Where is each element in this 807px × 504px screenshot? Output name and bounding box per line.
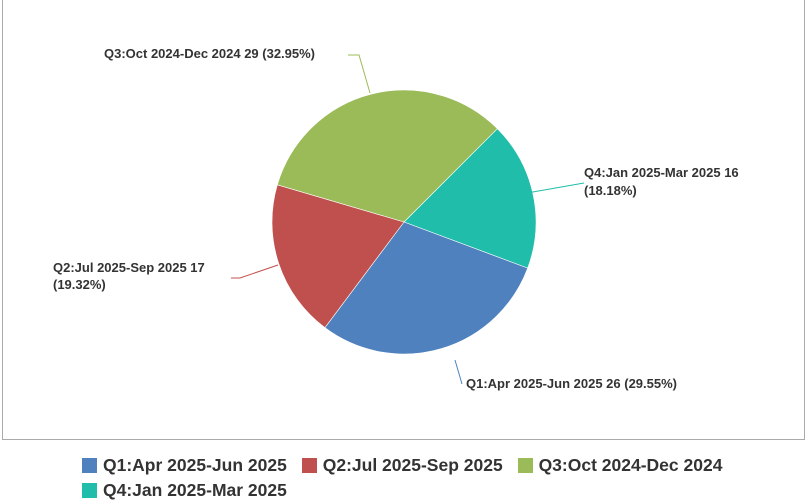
legend-item-q2[interactable]: Q2:Jul 2025-Sep 2025 xyxy=(301,454,503,477)
leader-line xyxy=(454,359,463,385)
legend-swatch xyxy=(82,483,97,498)
legend-swatch xyxy=(301,458,317,473)
slice-label-q4: Q4:Jan 2025-Mar 2025 16 xyxy=(584,165,739,180)
leader-line xyxy=(348,54,371,94)
legend-label: Q1:Apr 2025-Jun 2025 xyxy=(103,455,287,475)
slice-label-q3: Q3:Oct 2024-Dec 2024 29 (32.95%) xyxy=(104,46,315,61)
slice-label-q2: Q2:Jul 2025-Sep 2025 17 xyxy=(53,260,205,275)
slice-label-q2-pct: (19.32%) xyxy=(53,277,106,292)
pie-slice-q2[interactable] xyxy=(271,184,405,329)
legend-label: Q2:Jul 2025-Sep 2025 xyxy=(322,455,503,475)
legend-swatch xyxy=(517,458,533,473)
slice-label-q1: Q1:Apr 2025-Jun 2025 26 (29.55%) xyxy=(466,376,677,391)
pie-slice-q4[interactable] xyxy=(403,128,537,269)
legend-item-q3[interactable]: Q3:Oct 2024-Dec 2024 xyxy=(517,454,723,477)
legend-label: Q4:Jan 2025-Mar 2025 xyxy=(103,480,287,500)
legend-swatch xyxy=(82,458,97,473)
legend-label: Q3:Oct 2024-Dec 2024 xyxy=(538,455,723,475)
leader-line xyxy=(231,264,279,279)
legend-item-q1[interactable]: Q1:Apr 2025-Jun 2025 xyxy=(82,454,287,477)
pie-slice-q3[interactable] xyxy=(276,89,498,223)
chart-frame xyxy=(2,0,805,440)
pie-slice-q1[interactable] xyxy=(324,221,529,355)
leader-line xyxy=(526,182,585,194)
pie-chart: Q4:Jan 2025-Mar 2025 16 (18.18%) Q1:Apr … xyxy=(53,46,739,391)
legend-item-q4[interactable]: Q4:Jan 2025-Mar 2025 xyxy=(82,479,287,502)
legend: Q1:Apr 2025-Jun 2025 Q2:Jul 2025-Sep 202… xyxy=(82,454,762,504)
slice-label-q4-pct: (18.18%) xyxy=(584,183,637,198)
